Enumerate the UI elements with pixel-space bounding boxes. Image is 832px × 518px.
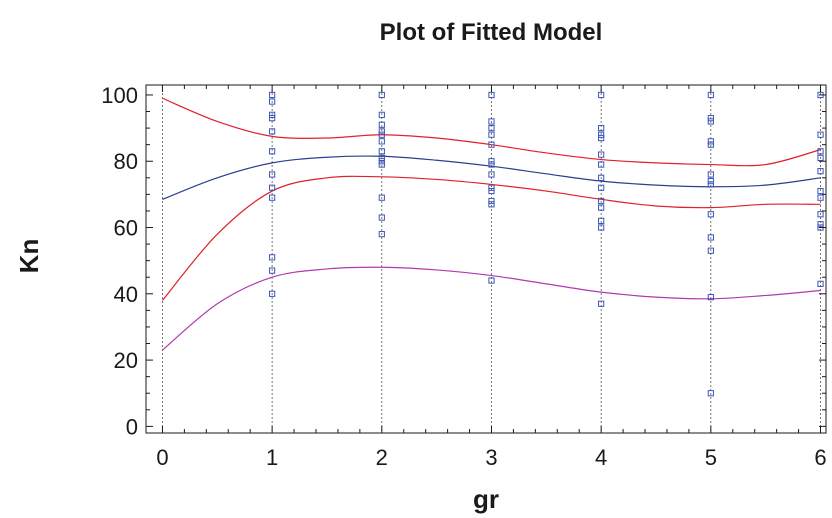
curve-prediction-lower: [162, 266, 821, 351]
data-point: [488, 118, 495, 125]
data-point: [269, 128, 276, 135]
data-point: [598, 224, 605, 231]
data-point: [707, 171, 714, 178]
data-point: [598, 217, 605, 224]
data-point: [488, 141, 495, 148]
x-tick-label: 3: [485, 445, 497, 470]
data-point: [817, 168, 824, 175]
data-point: [707, 211, 714, 218]
data-point: [269, 184, 276, 191]
data-point: [378, 128, 385, 135]
data-point: [598, 131, 605, 138]
curve-confidence-lower: [161, 175, 821, 301]
chart-title: Plot of Fitted Model: [380, 19, 603, 46]
data-point: [817, 221, 824, 228]
y-tick-label: 80: [114, 149, 138, 174]
x-tick-label: 0: [156, 445, 168, 470]
data-point: [707, 181, 714, 188]
data-point: [378, 111, 385, 118]
data-point: [488, 91, 495, 99]
x-tick-label: 6: [814, 445, 826, 470]
data-point: [598, 174, 605, 181]
data-point: [378, 154, 385, 162]
data-point: [598, 197, 605, 205]
data-point: [707, 138, 714, 145]
x-tick-label: 4: [595, 445, 607, 470]
data-point: [378, 138, 385, 145]
data-point: [817, 154, 824, 162]
data-point: [269, 171, 276, 178]
data-point: [598, 204, 605, 211]
data-point: [488, 161, 495, 168]
data-point: [488, 187, 495, 195]
x-axis-label: gr: [473, 484, 499, 514]
y-tick-label: 40: [114, 282, 138, 307]
data-points: [269, 91, 824, 397]
data-point: [598, 134, 605, 142]
data-point: [488, 201, 495, 208]
data-point: [378, 91, 385, 99]
data-point: [707, 178, 714, 185]
x-tick-label: 1: [266, 445, 278, 470]
data-point: [707, 115, 714, 122]
data-point: [598, 184, 605, 191]
data-point: [269, 254, 276, 261]
data-point: [488, 158, 495, 165]
data-point: [707, 247, 714, 254]
data-point: [817, 194, 824, 201]
grid-lines: [162, 85, 821, 433]
data-point: [269, 98, 276, 105]
data-point: [707, 118, 714, 125]
data-point: [817, 187, 824, 195]
plot-frame: [145, 84, 827, 434]
y-tick-label: 0: [126, 414, 138, 439]
data-point: [707, 91, 714, 99]
y-tick-label: 100: [101, 83, 138, 108]
data-point: [488, 171, 495, 178]
data-point: [378, 214, 385, 221]
curve-lines: [161, 97, 821, 351]
y-tick-label: 20: [114, 348, 138, 373]
data-point: [269, 267, 276, 274]
data-point: [598, 300, 605, 307]
data-point: [488, 184, 495, 191]
data-point: [817, 280, 824, 287]
data-point: [269, 148, 276, 155]
data-point: [269, 91, 276, 99]
data-point: [378, 148, 385, 155]
data-point: [378, 158, 385, 165]
data-point: [378, 121, 385, 128]
data-point: [378, 231, 385, 238]
data-point: [598, 124, 605, 132]
x-tick-label: 2: [376, 445, 388, 470]
data-point: [378, 194, 385, 201]
data-point: [598, 151, 605, 158]
data-point: [488, 197, 495, 205]
data-point: [707, 390, 714, 397]
data-point: [707, 234, 714, 241]
y-tick-label: 60: [114, 216, 138, 241]
data-point: [488, 131, 495, 138]
data-point: [269, 290, 276, 297]
data-point: [269, 194, 276, 201]
data-point: [269, 115, 276, 122]
data-point: [707, 141, 714, 148]
data-point: [707, 294, 714, 301]
data-point: [817, 131, 824, 138]
data-point: [817, 148, 824, 155]
data-point: [488, 124, 495, 132]
data-point: [817, 211, 824, 218]
data-point: [488, 277, 495, 284]
data-point: [378, 131, 385, 138]
data-point: [269, 111, 276, 118]
x-tick-label: 5: [705, 445, 717, 470]
data-point: [378, 161, 385, 168]
y-axis-label: Kn: [14, 239, 44, 274]
curve-confidence-upper: [162, 97, 821, 167]
data-point: [598, 91, 605, 99]
data-point: [598, 161, 605, 168]
